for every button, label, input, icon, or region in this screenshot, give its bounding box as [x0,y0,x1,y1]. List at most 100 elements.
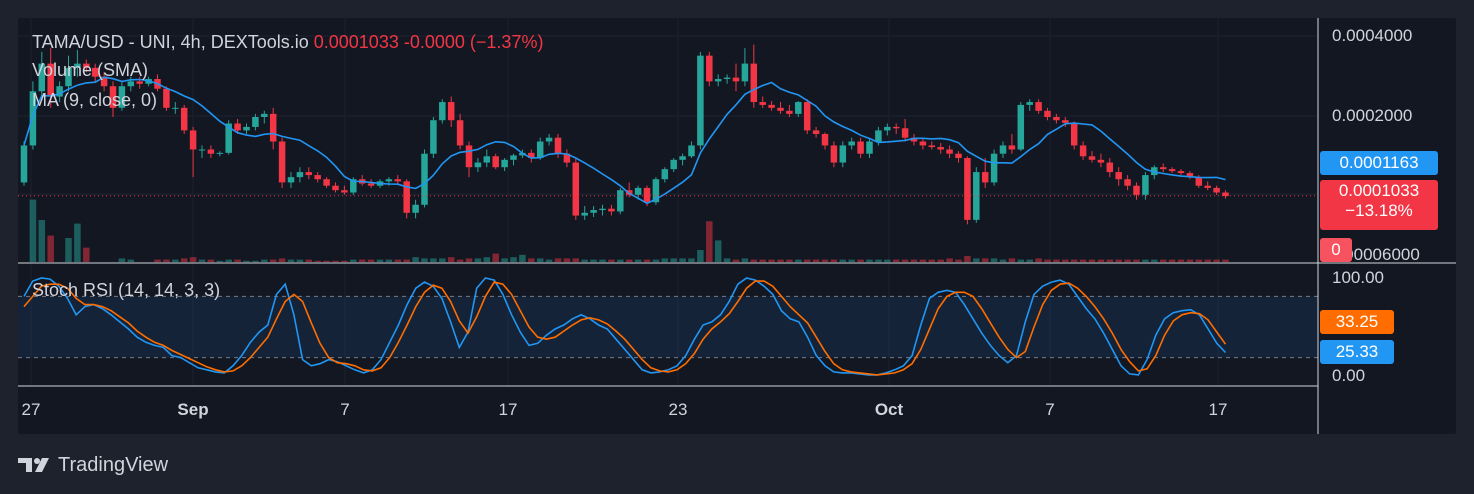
volume-bar [376,259,384,262]
chart-frame[interactable]: TAMA/USD - UNI, 4h, DEXTools.io 0.000103… [18,18,1456,434]
current-price-tag-change: −13.18% [1345,201,1413,220]
volume-bar [812,259,820,262]
volume-bar [768,259,775,262]
candle-body [1213,187,1220,193]
volume-bar [732,259,740,262]
candle-body [928,145,936,148]
candle-body [1186,173,1194,178]
volume-bar [269,259,277,262]
volume-bar [830,259,838,262]
candle-body [964,158,971,220]
volume-bar [848,259,855,262]
volume-bar [1044,259,1051,262]
volume-bar [83,247,90,262]
volume-bar [563,258,571,262]
candle-body [732,77,740,82]
time-label: 17 [498,400,518,419]
candle-body [884,126,891,131]
candle-body [599,208,606,211]
candle-body [29,91,37,146]
candle-body [1195,177,1203,186]
volume-bar [492,253,499,262]
candle-body [1204,185,1211,188]
candle-body [269,113,277,142]
candle-body [252,116,259,127]
volume-bar [287,259,295,262]
candle-body [901,128,909,138]
time-label: 27 [21,400,41,419]
candle-body [706,55,713,82]
volume-bar [608,259,615,262]
volume-bar [857,259,864,262]
tradingview-name: TradingView [58,453,169,476]
volume-bar [1168,259,1176,262]
candle-body [225,123,232,153]
volume-bar [456,259,464,262]
volume-bar [198,259,206,262]
candle-body [109,86,117,108]
candle-body [1159,167,1167,170]
candle-body [1124,179,1131,186]
candle-body [439,102,446,121]
chart-canvas[interactable] [18,18,1456,434]
volume-bar [38,220,46,262]
candle-body [981,172,989,183]
volume-value-tag: 0 [1320,238,1352,262]
candle-body [1026,102,1033,105]
volume-bar [1204,259,1211,262]
volume-bar [688,258,695,262]
volume-bar [572,258,580,262]
volume-bar [1017,259,1025,262]
stoch-rsi-band [18,295,1318,359]
tradingview-branding[interactable]: TradingView [18,452,168,478]
volume-bar [403,259,410,262]
candle-body [314,175,321,180]
volume-bar [919,259,927,262]
volume-bar [447,257,455,262]
candle-body [973,172,980,220]
candle-body [723,77,731,80]
volume-bar [875,259,882,262]
volume-bar [65,238,72,262]
candle-body [341,190,348,193]
volume-bar [510,257,517,262]
candle-body [679,156,686,160]
time-label: Sep [177,400,209,419]
volume-bar [554,258,562,262]
volume-bar [47,235,54,262]
volume-bar [29,199,37,262]
candle-body [1008,145,1016,150]
candle-body [492,156,499,168]
candle-body [1053,116,1060,121]
candle-body [937,147,944,150]
volume-bar [1213,259,1220,262]
candle-body [74,63,81,68]
candle-body [216,152,224,154]
volume-bar [964,256,971,262]
volume-bar [1106,259,1114,262]
volume-bar [1026,259,1033,262]
stoch-k-tag: 25.33 [1320,340,1394,364]
candle-body [750,63,758,103]
volume-bar [154,259,161,262]
candle-body [385,179,393,182]
volume-bar [634,259,642,262]
candle-body [1177,171,1185,174]
price-tick-label: 0.0004000 [1332,26,1413,45]
osc-tick-label: 0.00 [1332,366,1366,385]
ma-value-tag: 0.0001163 [1320,151,1438,175]
volume-bar [1008,258,1016,262]
volume-bar [741,258,749,262]
volume-bar [483,257,491,262]
volume-bar [1186,259,1194,262]
candle-body [65,67,72,87]
volume-bar [545,259,553,262]
candle-body [447,102,455,121]
candle-body [323,179,330,186]
volume-bar [358,259,366,262]
volume-bar [430,258,437,262]
candle-body [1079,145,1087,157]
candle-body [510,155,517,160]
volume-bar [350,259,357,262]
candle-body [714,79,722,82]
